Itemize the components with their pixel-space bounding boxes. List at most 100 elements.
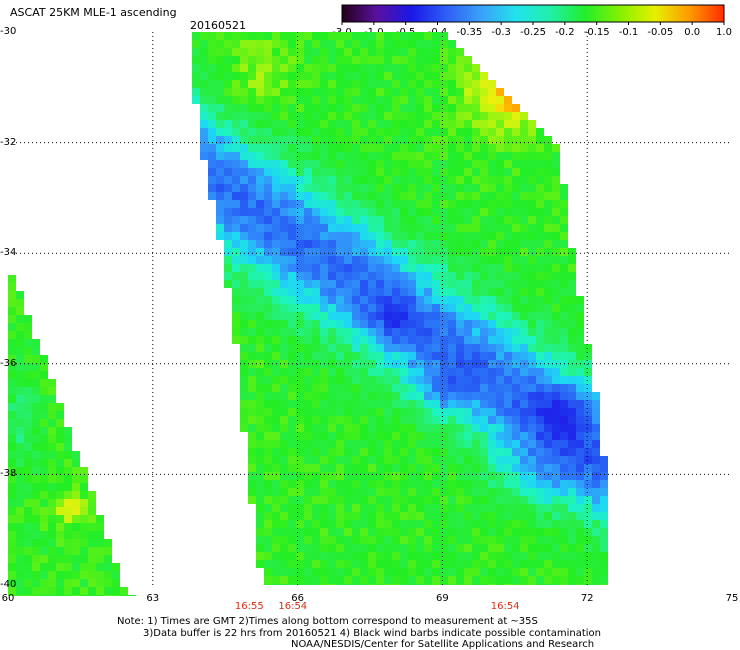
data-cell xyxy=(432,104,440,112)
data-cell xyxy=(424,552,432,560)
data-cell xyxy=(440,472,448,480)
data-cell xyxy=(272,584,280,585)
data-cell xyxy=(240,424,248,432)
data-cell xyxy=(200,80,208,88)
data-cell xyxy=(488,112,496,120)
data-cell xyxy=(208,104,216,112)
data-cell xyxy=(384,336,392,344)
data-cell xyxy=(256,504,264,512)
data-cell xyxy=(552,504,560,512)
data-cell xyxy=(408,296,416,304)
data-cell xyxy=(352,256,360,264)
data-cell xyxy=(496,560,504,568)
data-cell xyxy=(432,216,440,224)
data-cell xyxy=(464,352,472,360)
data-cell xyxy=(512,328,520,336)
data-cell xyxy=(376,120,384,128)
data-cell xyxy=(272,160,280,168)
data-cell xyxy=(280,512,288,520)
data-cell xyxy=(408,72,416,80)
data-cell xyxy=(504,520,512,528)
data-cell xyxy=(520,376,528,384)
data-cell xyxy=(456,240,464,248)
data-cell xyxy=(344,176,352,184)
data-cell xyxy=(408,256,416,264)
data-cell xyxy=(368,56,376,64)
data-cell xyxy=(320,80,328,88)
data-cell xyxy=(488,392,496,400)
data-cell xyxy=(296,504,304,512)
data-cell xyxy=(40,355,48,363)
data-cell xyxy=(528,256,536,264)
data-cell xyxy=(520,560,528,568)
data-cell xyxy=(496,208,504,216)
data-cell xyxy=(472,376,480,384)
data-cell xyxy=(344,344,352,352)
data-cell xyxy=(408,304,416,312)
data-cell xyxy=(264,312,272,320)
data-cell xyxy=(16,539,24,547)
data-cell xyxy=(280,424,288,432)
data-cell xyxy=(456,472,464,480)
data-cell xyxy=(192,48,200,56)
data-cell xyxy=(304,80,312,88)
data-cell xyxy=(400,144,408,152)
data-cell xyxy=(512,536,520,544)
data-cell xyxy=(264,368,272,376)
data-cell xyxy=(456,272,464,280)
data-cell xyxy=(304,264,312,272)
data-cell xyxy=(296,512,304,520)
data-cell xyxy=(248,408,256,416)
data-cell xyxy=(448,248,456,256)
data-cell xyxy=(312,64,320,72)
data-cell xyxy=(368,472,376,480)
data-cell xyxy=(392,48,400,56)
data-cell xyxy=(48,459,56,467)
data-cell xyxy=(328,104,336,112)
data-cell xyxy=(496,104,504,112)
data-cell xyxy=(496,440,504,448)
data-cell xyxy=(512,152,520,160)
data-cell xyxy=(264,344,272,352)
data-cell xyxy=(424,128,432,136)
data-cell xyxy=(280,200,288,208)
data-cell xyxy=(16,427,24,435)
data-cell xyxy=(392,320,400,328)
data-cell xyxy=(32,595,40,596)
data-cell xyxy=(512,576,520,584)
data-cell xyxy=(520,288,528,296)
data-cell xyxy=(536,256,544,264)
data-cell xyxy=(240,40,248,48)
data-cell xyxy=(600,520,608,528)
data-cell xyxy=(384,264,392,272)
data-cell xyxy=(520,200,528,208)
data-cell xyxy=(304,584,312,585)
data-cell xyxy=(480,344,488,352)
data-cell xyxy=(416,320,424,328)
data-cell xyxy=(48,475,56,483)
data-cell xyxy=(528,544,536,552)
data-cell xyxy=(272,72,280,80)
data-cell xyxy=(24,539,32,547)
data-cell xyxy=(584,456,592,464)
data-cell xyxy=(72,459,80,467)
data-cell xyxy=(80,531,88,539)
data-cell xyxy=(448,368,456,376)
data-cell xyxy=(240,208,248,216)
data-cell xyxy=(320,216,328,224)
data-cell xyxy=(352,280,360,288)
time-label: 16:54 xyxy=(278,601,308,612)
data-cell xyxy=(256,176,264,184)
data-cell xyxy=(336,232,344,240)
data-cell xyxy=(416,432,424,440)
data-cell xyxy=(464,320,472,328)
data-cell xyxy=(296,464,304,472)
data-cell xyxy=(32,411,40,419)
data-cell xyxy=(248,40,256,48)
data-cell xyxy=(352,104,360,112)
data-cell xyxy=(336,280,344,288)
data-cell xyxy=(568,280,576,288)
data-cell xyxy=(416,400,424,408)
data-cell xyxy=(320,456,328,464)
data-cell xyxy=(472,208,480,216)
